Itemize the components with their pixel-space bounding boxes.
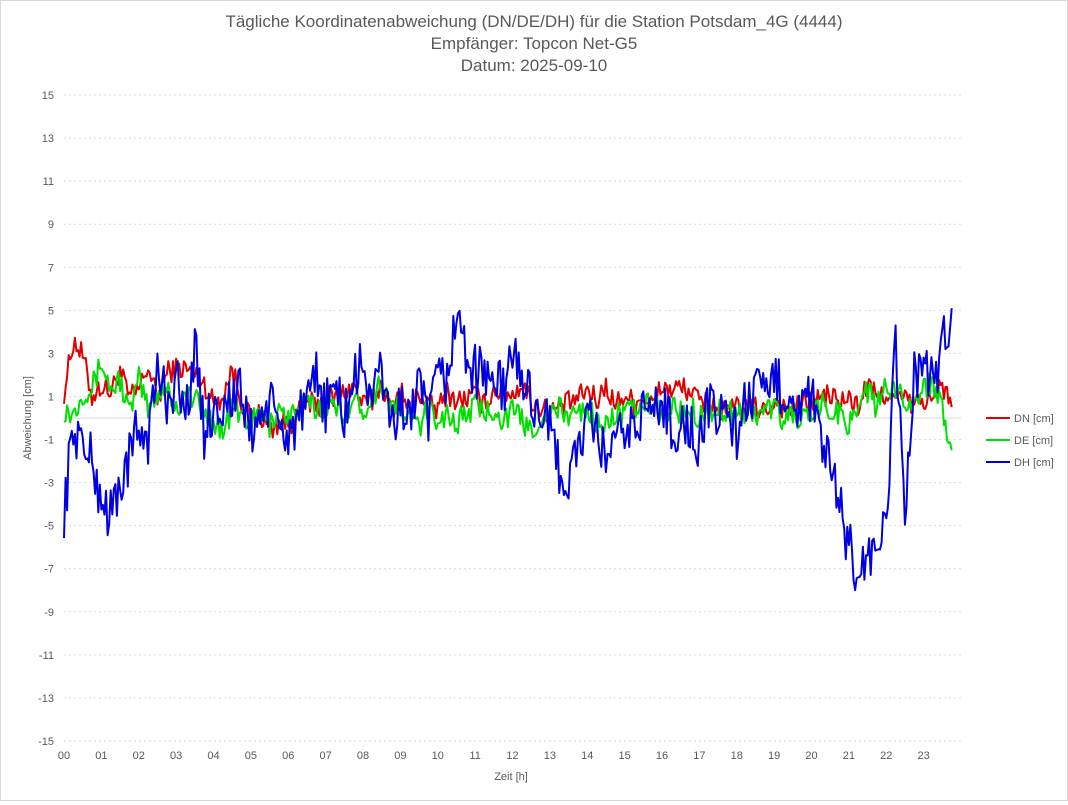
x-tick-label: 14 (581, 750, 593, 762)
y-tick-label: -11 (39, 650, 54, 662)
y-axis-title: Abweichung [cm] (22, 376, 34, 460)
x-tick-label: 23 (918, 750, 930, 762)
x-tick-label: 15 (619, 750, 631, 762)
legend-label: DE [cm] (1014, 435, 1053, 447)
x-tick-label: 09 (394, 750, 406, 762)
x-tick-label: 08 (357, 750, 369, 762)
x-tick-label: 06 (282, 750, 294, 762)
y-axis-ticks: 15 13 11 9 7 5 3 1 -1 -3 -5 -7 -9 -11 -13 -15 (38, 90, 54, 748)
x-tick-label: 12 (506, 750, 518, 762)
legend-item-dn[interactable]: DN [cm] (986, 413, 1054, 425)
x-tick-label: 11 (469, 750, 480, 762)
x-tick-label: 10 (432, 750, 444, 762)
y-tick-label: 1 (48, 391, 54, 403)
grid (64, 94, 961, 742)
y-tick-label: -5 (44, 521, 54, 533)
x-tick-label: 19 (768, 750, 780, 762)
legend-label: DH [cm] (1014, 457, 1054, 469)
x-tick-label: 21 (843, 750, 855, 762)
y-tick-label: -15 (38, 736, 54, 748)
chart-title: Tägliche Koordinatenabweichung (DN/DE/DH… (225, 12, 842, 75)
chart-title-line-1: Tägliche Koordinatenabweichung (DN/DE/DH… (225, 12, 842, 31)
y-tick-label: -3 (44, 478, 54, 490)
chart-title-line-2: Empfänger: Topcon Net-G5 (431, 34, 638, 53)
x-tick-label: 16 (656, 750, 668, 762)
x-tick-label: 00 (58, 750, 70, 762)
y-tick-label: 9 (48, 219, 54, 231)
x-tick-label: 17 (693, 750, 705, 762)
y-tick-label: -13 (38, 693, 54, 705)
x-tick-label: 03 (170, 750, 182, 762)
y-tick-label: 13 (42, 133, 54, 145)
series-line-dh (63, 308, 953, 592)
legend-label: DN [cm] (1014, 413, 1054, 425)
x-tick-label: 04 (207, 750, 219, 762)
x-tick-label: 22 (880, 750, 892, 762)
legend-item-dh[interactable]: DH [cm] (986, 457, 1054, 469)
x-tick-label: 01 (95, 750, 107, 762)
x-axis-title: Zeit [h] (494, 771, 528, 783)
x-tick-label: 20 (805, 750, 817, 762)
x-tick-label: 18 (731, 750, 743, 762)
y-tick-label: 7 (48, 262, 54, 274)
legend-item-de[interactable]: DE [cm] (986, 435, 1053, 447)
y-tick-label: 15 (42, 90, 54, 102)
x-tick-label: 07 (320, 750, 332, 762)
y-tick-label: 3 (48, 348, 54, 360)
y-tick-label: -7 (44, 564, 54, 576)
x-tick-label: 13 (544, 750, 556, 762)
y-tick-label: 5 (48, 305, 54, 317)
y-tick-label: -9 (44, 607, 54, 619)
y-tick-label: -1 (44, 435, 54, 447)
x-tick-label: 05 (245, 750, 257, 762)
x-axis-ticks: 00 01 02 03 04 05 06 07 08 09 10 11 12 13 14 15 16 17 18 19… (58, 750, 930, 762)
series-lines (63, 308, 953, 592)
legend[interactable]: DN [cm] DE [cm] DH [cm] (986, 413, 1054, 469)
chart-title-line-3: Datum: 2025-09-10 (461, 56, 607, 75)
x-tick-label: 02 (133, 750, 145, 762)
y-tick-label: 11 (43, 176, 54, 188)
